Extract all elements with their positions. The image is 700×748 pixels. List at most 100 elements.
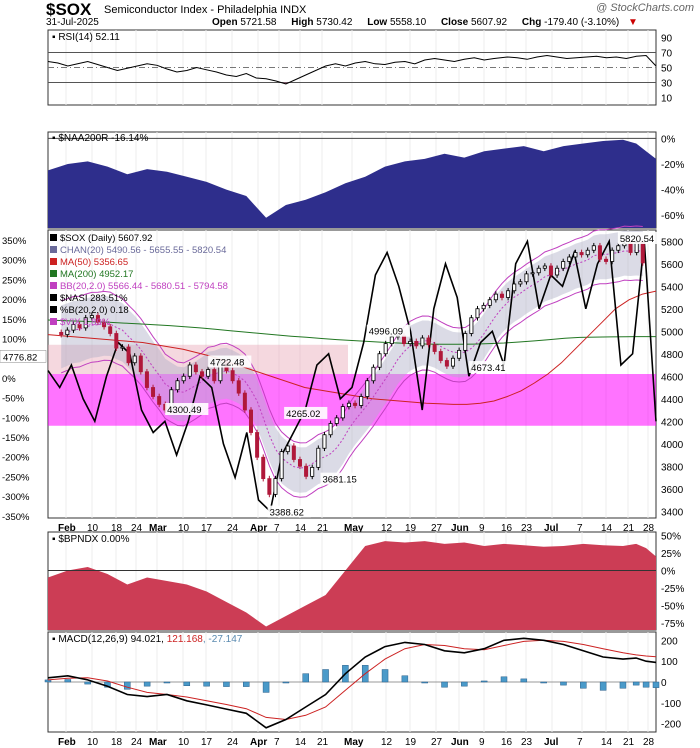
bpndx-area xyxy=(48,541,656,630)
x-axis-label: 16 xyxy=(501,523,513,534)
close-value: 5607.92 xyxy=(470,17,508,28)
chg-label: Chg xyxy=(521,17,542,28)
macd-histogram-bar xyxy=(652,681,660,688)
candle-body xyxy=(604,258,609,262)
high-quote: High 5730.42 xyxy=(291,17,358,28)
candle-body xyxy=(261,456,266,480)
macd-tick-label: 200 xyxy=(661,636,678,647)
rsi-tick-label: 70 xyxy=(661,49,673,60)
price-annotation: 4996.09 xyxy=(369,327,403,338)
candle-body xyxy=(279,451,284,480)
candle-body xyxy=(273,478,278,495)
x-axis-label-bottom: 7 xyxy=(274,737,280,748)
candle-body xyxy=(151,387,156,397)
macd-histogram-bar xyxy=(322,669,329,683)
x-axis-label-bottom: Jun xyxy=(451,737,469,748)
x-axis-label-bottom: Apr xyxy=(250,737,267,748)
candle-body xyxy=(334,417,339,424)
candle-body xyxy=(132,355,137,364)
candle-body xyxy=(77,324,82,329)
macd-histogram-bar xyxy=(44,679,52,683)
bb-upper-line xyxy=(61,225,643,444)
rsi-tick-label: 90 xyxy=(661,34,673,45)
bpndx-tick-label: 0% xyxy=(661,567,676,578)
macd-histogram-bar xyxy=(642,681,650,688)
close-label: Close xyxy=(440,17,469,28)
security-name: Semiconductor Index - Philadelphia INDX xyxy=(104,4,306,16)
x-axis-label-bottom: 21 xyxy=(317,737,329,748)
candle-body xyxy=(512,283,517,292)
candle-body xyxy=(359,396,364,406)
candle-body xyxy=(297,459,302,467)
x-axis-label-bottom: 10 xyxy=(178,737,190,748)
candle-body xyxy=(108,326,113,334)
percent-tick-label: 200% xyxy=(2,295,27,306)
macd-legend-part: , -27.147 xyxy=(203,634,243,645)
macd-histogram-bar xyxy=(84,681,91,685)
x-axis-label: 18 xyxy=(111,523,123,534)
macd-histogram-bar xyxy=(143,681,151,687)
legend-swatch xyxy=(50,282,57,289)
naa200r-tick-label: -20% xyxy=(661,160,684,171)
naa200r-legend: ▪ $NAA200R -16.14% xyxy=(52,133,148,144)
chg-value: -179.40 (-3.10%) xyxy=(544,17,620,28)
candle-body xyxy=(89,315,94,319)
candle-body xyxy=(102,321,107,328)
percent-tick-label: -300% xyxy=(2,492,30,503)
candle-body xyxy=(640,241,645,264)
high-label: High xyxy=(291,17,314,28)
x-axis-label: 7 xyxy=(577,523,583,534)
open-label: Open xyxy=(212,17,238,28)
macd-legend-part: ▪ MACD(12,26,9) 94.021, xyxy=(52,634,167,645)
price-legend-entry: MA(200) 4952.17 xyxy=(60,269,133,280)
x-axis-label-bottom: 24 xyxy=(227,737,239,748)
x-axis-label: 24 xyxy=(227,523,239,534)
annotation-box xyxy=(165,403,209,415)
low-label: Low xyxy=(367,17,388,28)
x-axis-label: May xyxy=(344,523,364,534)
quote-date: 31-Jul-2025 xyxy=(46,17,99,28)
candle-body xyxy=(248,409,253,433)
candle-body xyxy=(555,267,560,276)
candle-body xyxy=(175,380,180,391)
candle-body xyxy=(610,249,615,262)
high-value: 5730.42 xyxy=(316,17,353,28)
change-quote: Chg -179.40 (-3.10%) ▼ xyxy=(522,17,644,28)
price-legend-entry: BB(20,2.0) 5566.44 - 5680.51 - 5794.58 xyxy=(60,281,228,292)
macd-histogram-bar xyxy=(203,681,210,687)
candle-body xyxy=(377,353,382,368)
candle-body xyxy=(187,364,192,377)
candle-body xyxy=(322,434,327,449)
x-axis-label: 9 xyxy=(479,523,485,534)
candle-body xyxy=(524,273,529,283)
x-axis-label: Apr xyxy=(250,523,267,534)
candle-body xyxy=(579,252,584,256)
annotation-box xyxy=(267,505,311,518)
price-annotation: 3388.62 xyxy=(270,508,304,519)
candle-body xyxy=(487,299,492,306)
x-axis-label: 17 xyxy=(201,523,213,534)
candle-body xyxy=(267,478,272,495)
macd-histogram-bar xyxy=(480,680,488,683)
legend-swatch xyxy=(50,246,57,253)
macd-histogram-bar xyxy=(560,681,567,686)
macd-histogram-bar xyxy=(282,681,290,684)
candle-body xyxy=(316,447,321,468)
rsi-tick-label: 50 xyxy=(661,64,673,75)
x-axis-label-bottom: 24 xyxy=(131,737,143,748)
rsi-legend: ▪ RSI(14) 52.11 xyxy=(52,32,120,43)
legend-swatch xyxy=(50,294,57,301)
candle-body xyxy=(438,351,443,361)
candle-body xyxy=(432,344,437,352)
x-axis-label-bottom: 9 xyxy=(479,737,485,748)
candle-body xyxy=(291,445,296,460)
macd-histogram-bar xyxy=(223,681,230,687)
candle-body xyxy=(542,265,547,269)
nasi-line xyxy=(47,238,657,513)
candle-body xyxy=(548,265,553,276)
rsi-tick-label: 10 xyxy=(661,94,673,105)
price-tick-label: 4400 xyxy=(661,395,684,406)
x-axis-label: 19 xyxy=(405,523,417,534)
candle-body xyxy=(506,290,511,298)
